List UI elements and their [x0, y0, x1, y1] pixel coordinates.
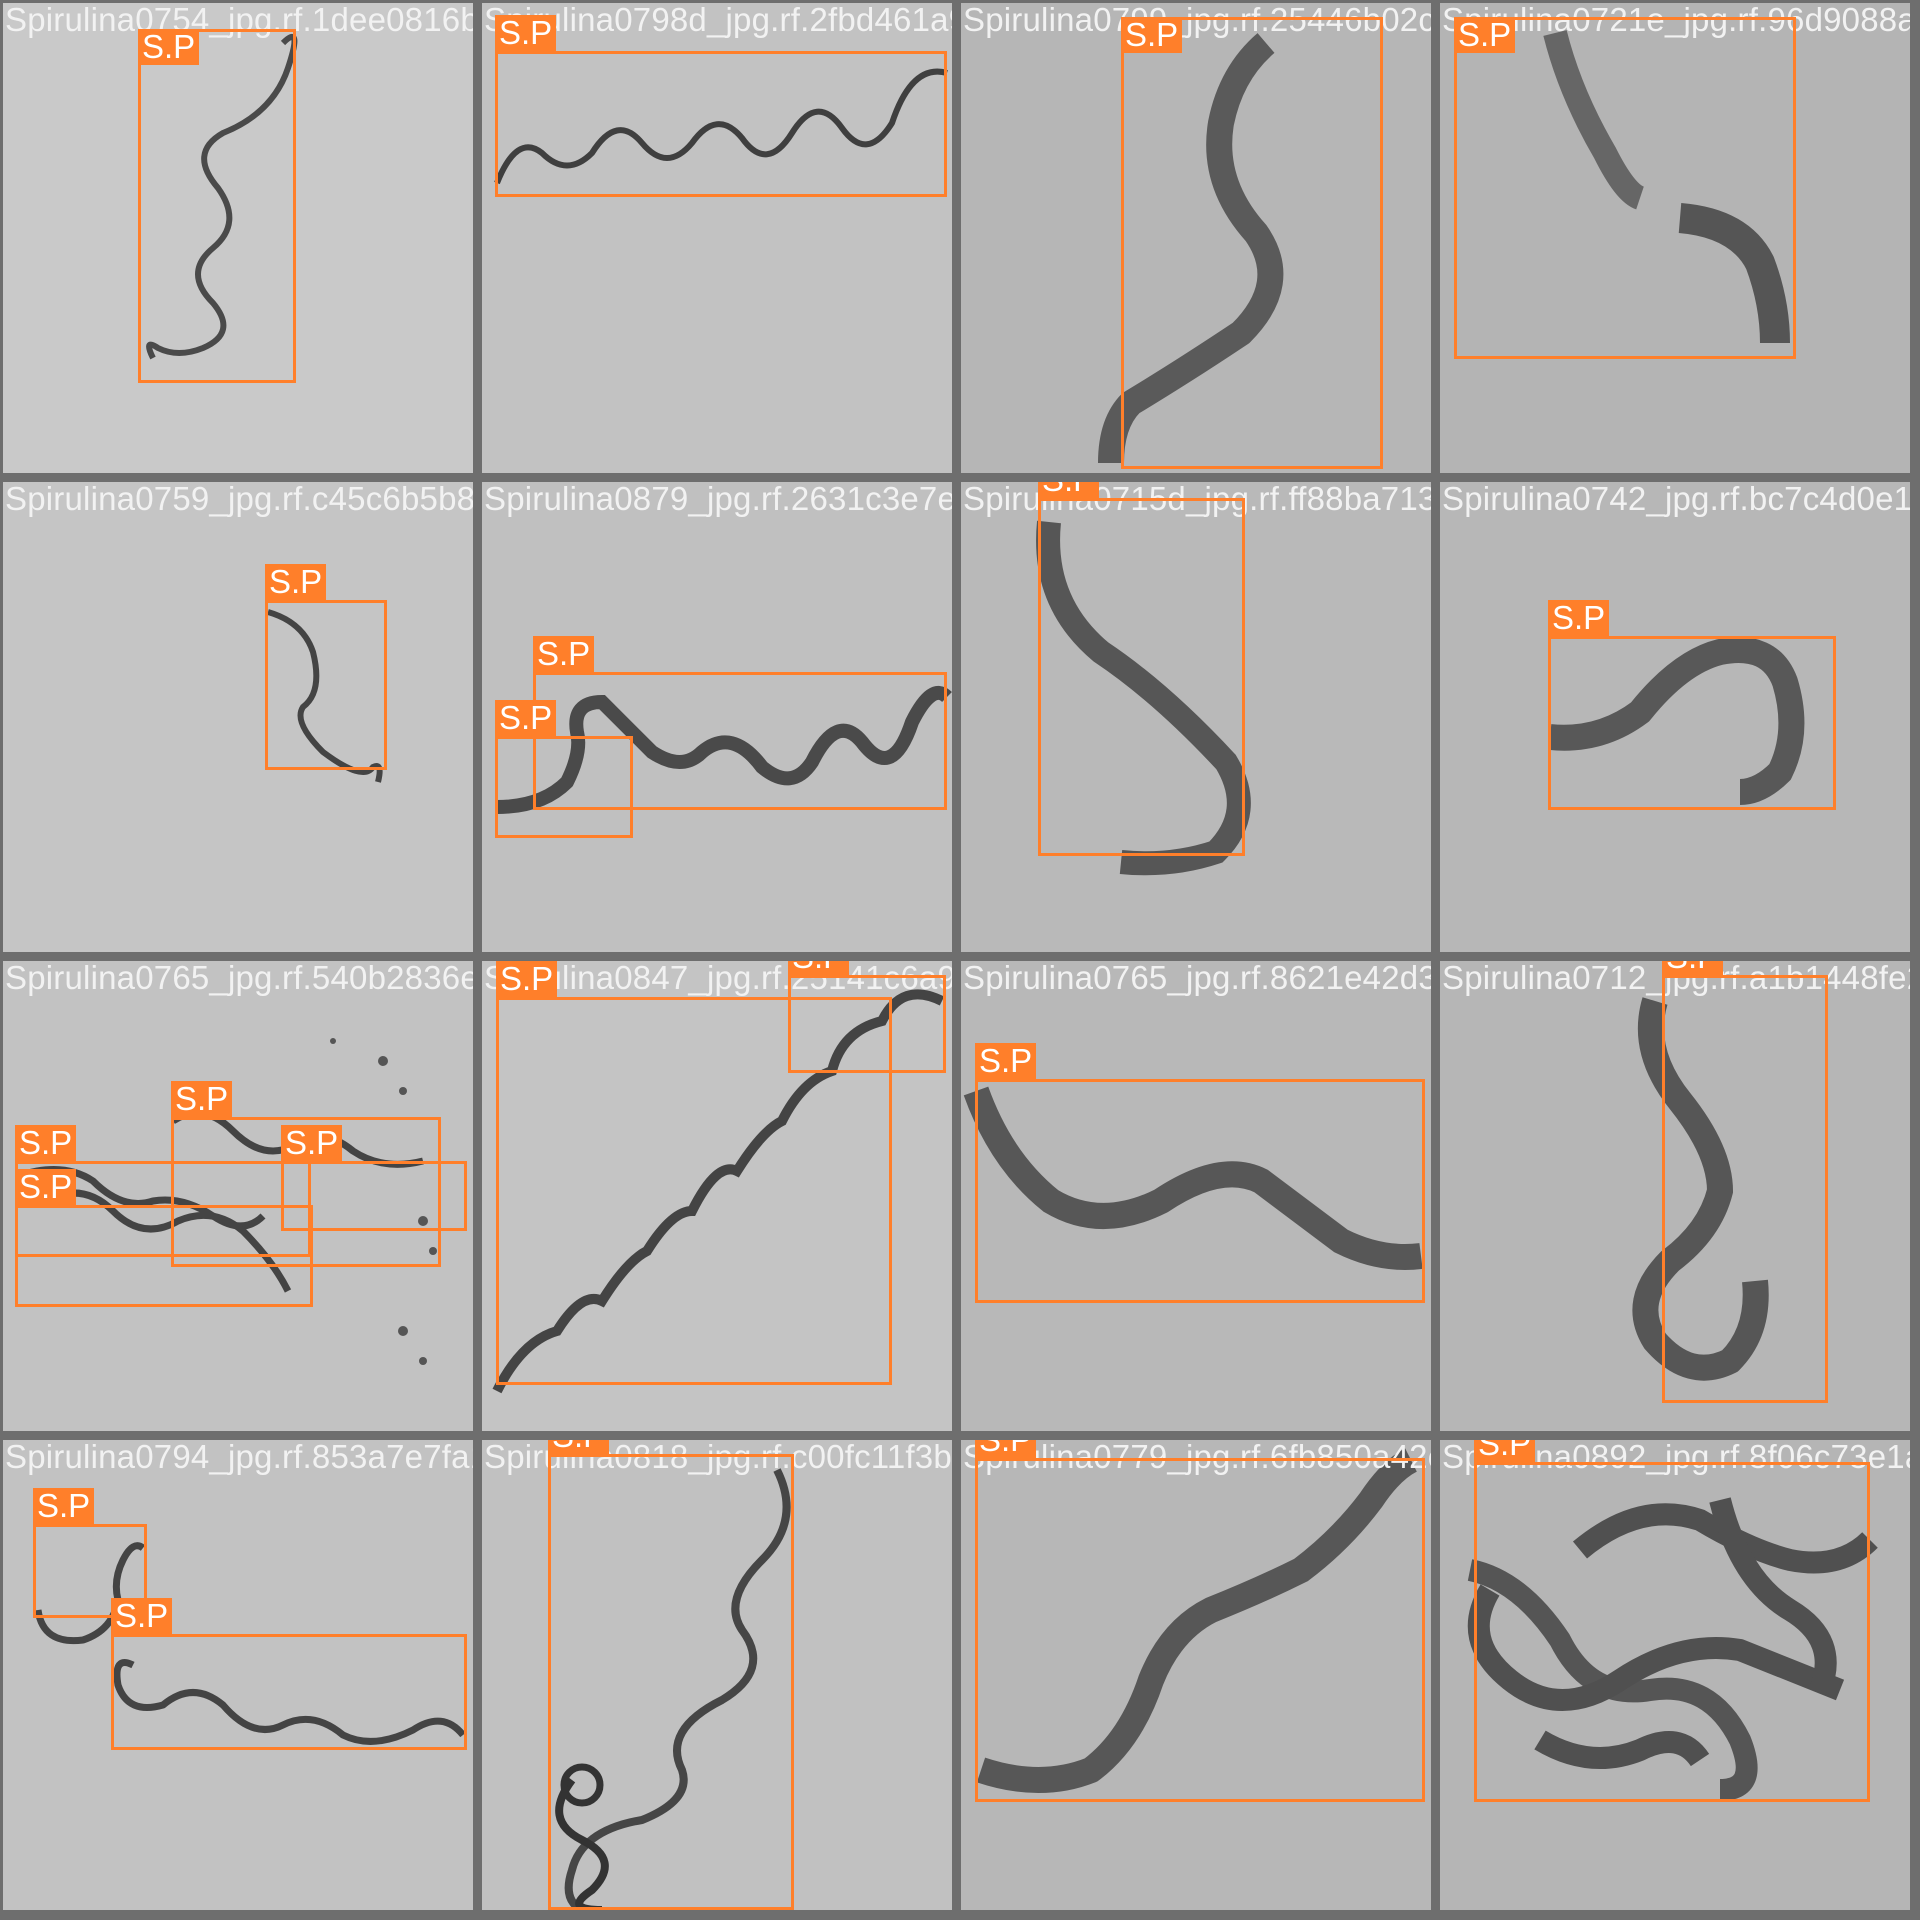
detection-label: S.P	[788, 961, 850, 975]
image-tile: Spirulina0799_jpg.rf.25446b02ca31907a S.…	[961, 3, 1431, 473]
detection-box	[1121, 17, 1383, 469]
detection-label: S.P	[1474, 1440, 1536, 1462]
detection-label: S.P	[975, 1043, 1037, 1079]
detection-box	[975, 1458, 1425, 1802]
detection-box	[138, 29, 296, 383]
file-name: Spirulina0721e_jpg.rf.96d9088ab1c5e2f0	[1442, 3, 1910, 38]
detection-label: S.P	[33, 1488, 95, 1524]
file-name: Spirulina0794_jpg.rf.853a7e7fa1c93d86	[5, 1440, 473, 1475]
image-tile: Spirulina0794_jpg.rf.853a7e7fa1c93d86 S.…	[3, 1440, 473, 1910]
micrograph-image	[482, 3, 952, 473]
image-tile: Spirulina0847_jpg.rf.25141c6a9df73e02 S.…	[482, 961, 952, 1431]
detection-label: S.P	[548, 1440, 610, 1454]
micrograph-image	[1440, 3, 1910, 473]
detection-label: S.P	[533, 636, 595, 672]
detection-label: S.P	[495, 15, 557, 51]
detection-label: S.P	[1038, 482, 1100, 498]
detection-box	[33, 1524, 147, 1618]
micrograph-image	[482, 1440, 952, 1910]
image-tile: Spirulina0754_jpg.rf.1dee0816b3e1e4a6 S.…	[3, 3, 473, 473]
file-name: Spirulina0799_jpg.rf.25446b02ca31907a	[963, 3, 1431, 38]
detection-box	[548, 1454, 794, 1910]
file-name: Spirulina0879_jpg.rf.2631c3e7e2a8cb3f	[484, 482, 952, 517]
detection-label: S.P	[15, 1125, 77, 1161]
image-tile: Spirulina0765_jpg.rf.8621e42d329ac07a S.…	[961, 961, 1431, 1431]
image-tile: Spirulina0879_jpg.rf.2631c3e7e2a8cb3f S.…	[482, 482, 952, 952]
file-name: Spirulina0847_jpg.rf.25141c6a9df73e02	[484, 961, 952, 996]
detection-label: S.P	[281, 1125, 343, 1161]
image-tile: Spirulina0759_jpg.rf.c45c6b5b8214ed3c S.…	[3, 482, 473, 952]
detection-label: S.P	[495, 700, 557, 736]
detection-box	[975, 1079, 1425, 1303]
image-tile: Spirulina0715d_jpg.rf.ff88ba713b483d21 S…	[961, 482, 1431, 952]
file-name: Spirulina0742_jpg.rf.bc7c4d0e11af62a8	[1442, 482, 1910, 517]
file-name: Spirulina0759_jpg.rf.c45c6b5b8214ed3c	[5, 482, 473, 517]
micrograph-image	[1440, 482, 1910, 952]
detection-label: S.P	[265, 564, 327, 600]
detection-box	[1662, 975, 1828, 1403]
detection-box	[533, 672, 947, 810]
micrograph-image	[3, 961, 473, 1431]
detection-box	[111, 1634, 467, 1750]
micrograph-image	[1440, 961, 1910, 1431]
image-tile: Spirulina0779_jpg.rf.6fb850a42cd17b39 S.…	[961, 1440, 1431, 1910]
image-tile: Spirulina0892_jpg.rf.8f06c73e1a52d904 S.…	[1440, 1440, 1910, 1910]
detection-box	[1548, 636, 1836, 810]
micrograph-image	[961, 1440, 1431, 1910]
file-name: Spirulina0798d_jpg.rf.2fbd461a9e3689ac	[484, 3, 952, 38]
file-name: Spirulina0765_jpg.rf.540b2836e12fa071	[5, 961, 473, 996]
detection-box	[495, 51, 947, 197]
micrograph-image	[961, 3, 1431, 473]
detection-label: S.P	[15, 1169, 77, 1205]
file-name: Spirulina0779_jpg.rf.6fb850a42cd17b39	[963, 1440, 1431, 1475]
micrograph-image	[3, 3, 473, 473]
detection-box	[495, 736, 633, 838]
detection-label: S.P	[496, 961, 558, 997]
detection-box	[1454, 17, 1796, 359]
file-name: Spirulina0754_jpg.rf.1dee0816b3e1e4a6	[5, 3, 473, 38]
detection-box	[265, 600, 387, 770]
detection-box	[1474, 1462, 1870, 1802]
micrograph-image	[482, 961, 952, 1431]
detection-box	[171, 1117, 441, 1267]
detection-box	[1038, 498, 1245, 856]
detection-label: S.P	[1548, 600, 1610, 636]
image-tile: Spirulina0742_jpg.rf.bc7c4d0e11af62a8 S.…	[1440, 482, 1910, 952]
image-tile: Spirulina0798d_jpg.rf.2fbd461a9e3689ac S…	[482, 3, 952, 473]
detection-label: S.P	[1121, 17, 1183, 53]
detection-label: S.P	[975, 1440, 1037, 1458]
micrograph-image	[1440, 1440, 1910, 1910]
image-tile: Spirulina0818_jpg.rf.c00fc11f3b2a9e47 S.…	[482, 1440, 952, 1910]
image-tile: Spirulina0765_jpg.rf.540b2836e12fa071 S.…	[3, 961, 473, 1431]
detection-label: S.P	[1662, 961, 1724, 975]
detection-label: S.P	[171, 1081, 233, 1117]
detection-box	[788, 975, 946, 1073]
detection-label: S.P	[1454, 17, 1516, 53]
detection-label: S.P	[138, 29, 200, 65]
micrograph-image	[961, 961, 1431, 1431]
detection-box	[281, 1161, 467, 1231]
micrograph-image	[482, 482, 952, 952]
detection-box	[496, 997, 892, 1385]
image-tile: Spirulina0712_jpg.rf.a1b1448fe2c693d5 S.…	[1440, 961, 1910, 1431]
file-name: Spirulina0765_jpg.rf.8621e42d329ac07a	[963, 961, 1431, 996]
micrograph-image	[3, 482, 473, 952]
image-tile: Spirulina0721e_jpg.rf.96d9088ab1c5e2f0 S…	[1440, 3, 1910, 473]
detection-box	[15, 1205, 313, 1307]
detection-label: S.P	[111, 1598, 173, 1634]
